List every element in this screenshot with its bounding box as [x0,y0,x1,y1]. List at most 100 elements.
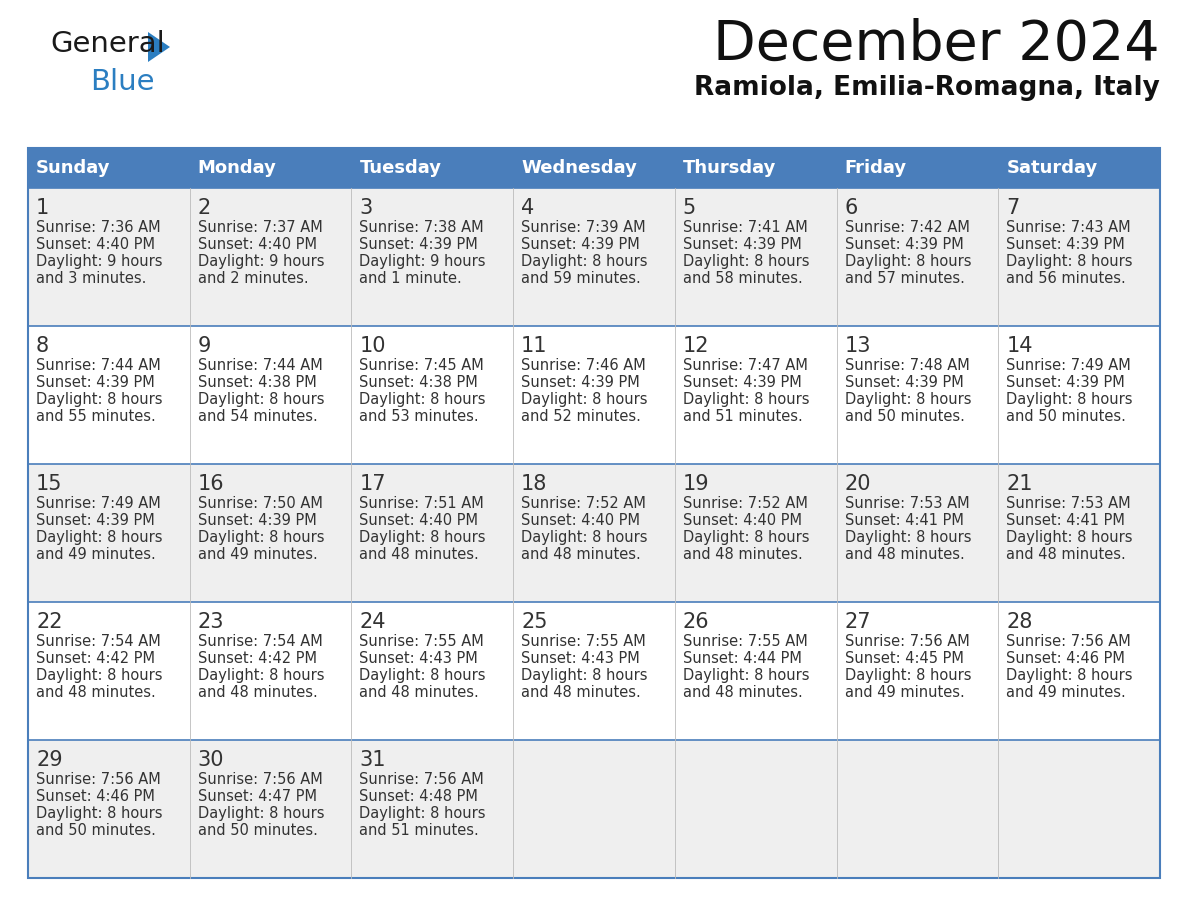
Text: Sunrise: 7:54 AM: Sunrise: 7:54 AM [36,634,160,649]
Bar [675,602,836,740]
Bar [190,602,352,740]
Text: Sunrise: 7:55 AM: Sunrise: 7:55 AM [360,634,485,649]
Bar [352,148,513,188]
Text: 7: 7 [1006,198,1019,218]
Text: General: General [50,30,165,58]
Text: Daylight: 8 hours: Daylight: 8 hours [197,806,324,821]
Text: Sunrise: 7:48 AM: Sunrise: 7:48 AM [845,358,969,373]
Text: Daylight: 8 hours: Daylight: 8 hours [1006,254,1133,269]
Text: and 49 minutes.: and 49 minutes. [1006,685,1126,700]
Text: Sunrise: 7:47 AM: Sunrise: 7:47 AM [683,358,808,373]
Bar [29,464,190,602]
Text: Sunset: 4:47 PM: Sunset: 4:47 PM [197,789,317,804]
Text: Daylight: 8 hours: Daylight: 8 hours [683,530,809,545]
Text: Wednesday: Wednesday [522,159,637,177]
Text: Sunrise: 7:56 AM: Sunrise: 7:56 AM [845,634,969,649]
Text: Sunrise: 7:52 AM: Sunrise: 7:52 AM [683,496,808,511]
Text: and 49 minutes.: and 49 minutes. [845,685,965,700]
Text: 23: 23 [197,612,225,632]
Text: Sunset: 4:40 PM: Sunset: 4:40 PM [522,513,640,528]
Text: 18: 18 [522,474,548,494]
Text: 8: 8 [36,336,49,356]
Text: Sunset: 4:43 PM: Sunset: 4:43 PM [522,651,640,666]
Bar [29,602,190,740]
Bar [836,602,998,740]
Text: Sunset: 4:41 PM: Sunset: 4:41 PM [1006,513,1125,528]
Text: Thursday: Thursday [683,159,776,177]
Text: Sunset: 4:39 PM: Sunset: 4:39 PM [845,375,963,390]
Text: Sunrise: 7:55 AM: Sunrise: 7:55 AM [522,634,646,649]
Text: Sunset: 4:46 PM: Sunset: 4:46 PM [36,789,154,804]
Text: Sunset: 4:40 PM: Sunset: 4:40 PM [36,237,154,252]
Bar [190,464,352,602]
Text: Sunset: 4:48 PM: Sunset: 4:48 PM [360,789,479,804]
Text: Sunset: 4:39 PM: Sunset: 4:39 PM [36,375,154,390]
Bar [190,188,352,326]
Text: and 49 minutes.: and 49 minutes. [36,547,156,562]
Bar [513,326,675,464]
Text: Sunday: Sunday [36,159,110,177]
Bar [29,326,190,464]
Text: Sunset: 4:39 PM: Sunset: 4:39 PM [522,375,640,390]
Text: Sunrise: 7:54 AM: Sunrise: 7:54 AM [197,634,322,649]
Text: and 50 minutes.: and 50 minutes. [1006,409,1126,424]
Bar [190,740,352,878]
Text: Sunset: 4:39 PM: Sunset: 4:39 PM [36,513,154,528]
Text: 1: 1 [36,198,49,218]
Text: Daylight: 8 hours: Daylight: 8 hours [522,254,647,269]
Text: and 57 minutes.: and 57 minutes. [845,271,965,286]
Text: Sunset: 4:40 PM: Sunset: 4:40 PM [197,237,317,252]
Text: Sunrise: 7:56 AM: Sunrise: 7:56 AM [36,772,160,787]
Text: and 48 minutes.: and 48 minutes. [360,685,479,700]
Text: Friday: Friday [845,159,906,177]
Bar [675,148,836,188]
Text: Tuesday: Tuesday [360,159,442,177]
Text: Daylight: 8 hours: Daylight: 8 hours [36,392,163,407]
Text: and 48 minutes.: and 48 minutes. [36,685,156,700]
Bar [998,326,1159,464]
Text: Daylight: 9 hours: Daylight: 9 hours [197,254,324,269]
Text: Sunrise: 7:44 AM: Sunrise: 7:44 AM [36,358,160,373]
Text: Sunrise: 7:38 AM: Sunrise: 7:38 AM [360,220,484,235]
Text: and 48 minutes.: and 48 minutes. [683,547,803,562]
Text: and 48 minutes.: and 48 minutes. [845,547,965,562]
Text: Daylight: 8 hours: Daylight: 8 hours [845,530,971,545]
Text: Daylight: 8 hours: Daylight: 8 hours [683,668,809,683]
Text: Sunset: 4:39 PM: Sunset: 4:39 PM [197,513,316,528]
Bar [29,740,190,878]
Text: Daylight: 8 hours: Daylight: 8 hours [360,392,486,407]
Text: Daylight: 8 hours: Daylight: 8 hours [1006,392,1133,407]
Text: Sunrise: 7:53 AM: Sunrise: 7:53 AM [1006,496,1131,511]
Text: Sunrise: 7:52 AM: Sunrise: 7:52 AM [522,496,646,511]
Bar [998,740,1159,878]
Text: Sunset: 4:39 PM: Sunset: 4:39 PM [683,375,802,390]
Text: and 49 minutes.: and 49 minutes. [197,547,317,562]
Text: 12: 12 [683,336,709,356]
Text: and 58 minutes.: and 58 minutes. [683,271,803,286]
Text: and 48 minutes.: and 48 minutes. [522,685,640,700]
Bar [675,740,836,878]
Text: December 2024: December 2024 [713,18,1159,72]
Bar [352,740,513,878]
Text: Sunrise: 7:53 AM: Sunrise: 7:53 AM [845,496,969,511]
Text: Daylight: 8 hours: Daylight: 8 hours [360,668,486,683]
Bar [836,326,998,464]
Text: and 48 minutes.: and 48 minutes. [683,685,803,700]
Text: Sunset: 4:40 PM: Sunset: 4:40 PM [683,513,802,528]
Text: 5: 5 [683,198,696,218]
Text: and 1 minute.: and 1 minute. [360,271,462,286]
Text: Sunset: 4:40 PM: Sunset: 4:40 PM [360,513,479,528]
Text: 20: 20 [845,474,871,494]
Bar [352,326,513,464]
Text: and 48 minutes.: and 48 minutes. [522,547,640,562]
Text: 22: 22 [36,612,63,632]
Text: Sunrise: 7:49 AM: Sunrise: 7:49 AM [36,496,160,511]
Text: and 53 minutes.: and 53 minutes. [360,409,479,424]
Text: Sunrise: 7:44 AM: Sunrise: 7:44 AM [197,358,322,373]
Text: 17: 17 [360,474,386,494]
Text: Sunrise: 7:49 AM: Sunrise: 7:49 AM [1006,358,1131,373]
Text: Daylight: 8 hours: Daylight: 8 hours [1006,530,1133,545]
Text: Sunset: 4:39 PM: Sunset: 4:39 PM [522,237,640,252]
Text: Sunset: 4:39 PM: Sunset: 4:39 PM [360,237,479,252]
Bar [836,188,998,326]
